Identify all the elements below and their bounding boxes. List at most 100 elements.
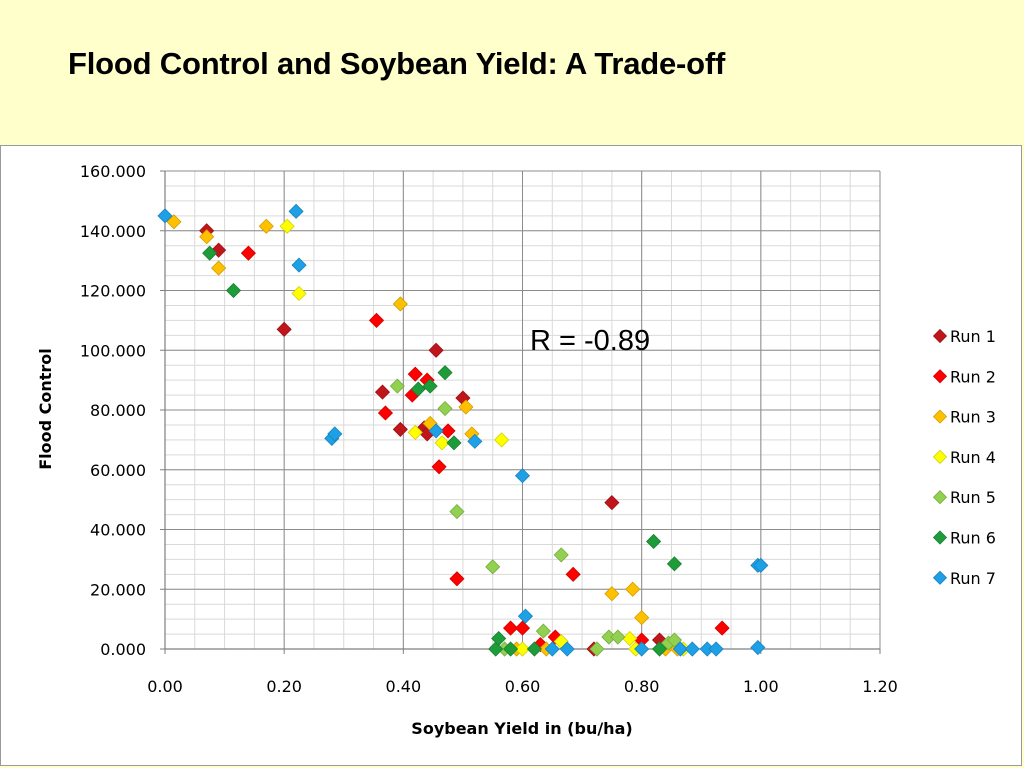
data-point: [449, 571, 465, 587]
data-point: [547, 629, 563, 645]
data-point: [437, 365, 453, 381]
data-point: [753, 557, 769, 573]
data-point: [750, 639, 766, 656]
data-point: [604, 586, 620, 602]
legend-item: Run 5: [932, 488, 996, 507]
data-point: [535, 623, 551, 639]
legend-label: Run 6: [950, 529, 996, 548]
data-point: [428, 423, 444, 439]
data-point: [565, 566, 581, 582]
data-point: [446, 435, 462, 451]
data-point: [291, 257, 307, 273]
data-point: [368, 312, 385, 328]
axes: 0.00 0.20 0.40 0.60 0.80 1.00 1.20 0.000 20.000 4…: [80, 162, 898, 696]
data-point: [410, 381, 426, 397]
legend-marker: [932, 530, 948, 545]
x-tick-label: 0.40: [386, 677, 422, 696]
y-tick-label: 60.000: [90, 461, 146, 480]
series-2: [240, 245, 730, 653]
legend-label: Run 4: [950, 448, 996, 467]
x-tick-label: 0.80: [624, 677, 660, 696]
grid: [164, 170, 881, 650]
scatter-chart: 0.00 0.20 0.40 0.60 0.80 1.00 1.20 0.000 20.000 4…: [36, 162, 996, 738]
data-point: [377, 405, 394, 421]
data-point: [407, 424, 423, 440]
legend-label: Run 1: [950, 327, 996, 346]
legend-label: Run 3: [950, 408, 996, 427]
data-point: [503, 641, 519, 657]
data-point: [211, 242, 227, 258]
data-point: [491, 630, 507, 647]
data-point: [666, 556, 683, 572]
data-point: [610, 629, 626, 645]
x-tick-label: 1.20: [862, 677, 898, 696]
legend: Run 1 Run 2 Run 3 Run 4 Run 5 Run 6 Run 7: [932, 327, 996, 588]
data-point: [225, 282, 242, 299]
data-point: [392, 296, 408, 312]
data-point: [258, 218, 274, 234]
data-points: [157, 203, 769, 657]
legend-item: Run 1: [932, 327, 996, 346]
data-point: [327, 426, 343, 442]
data-point: [625, 581, 641, 597]
y-tick-label: 20.000: [90, 580, 146, 599]
data-point: [526, 641, 542, 657]
x-tick-label: 1.00: [743, 677, 779, 696]
correlation-annotation: R = -0.89: [530, 325, 650, 357]
data-point: [503, 620, 519, 636]
data-point: [437, 400, 453, 417]
series-6: [202, 245, 683, 657]
data-point: [604, 495, 620, 511]
slide-title: Flood Control and Soybean Yield: A Trade…: [68, 46, 726, 81]
legend-item: Run 2: [932, 367, 996, 386]
y-tick-label: 140.000: [80, 222, 146, 241]
data-point: [622, 630, 638, 647]
data-point: [211, 260, 227, 276]
y-tick-label: 40.000: [90, 521, 146, 540]
legend-label: Run 2: [950, 367, 996, 386]
data-point: [488, 641, 504, 657]
series-5: [389, 378, 683, 657]
data-point: [389, 378, 405, 394]
data-point: [440, 423, 456, 439]
y-axis-title: Flood Control: [36, 348, 55, 470]
legend-label: Run 5: [950, 488, 996, 507]
data-point: [199, 229, 215, 245]
data-point: [166, 214, 182, 230]
data-point: [634, 641, 650, 657]
data-point: [240, 245, 256, 261]
data-point: [494, 432, 510, 448]
x-axis-title: Soybean Yield in (bu/ha): [411, 719, 632, 738]
data-point: [434, 435, 450, 451]
legend-marker: [932, 369, 948, 384]
data-point: [202, 245, 218, 261]
chart-area: 0.00 0.20 0.40 0.60 0.80 1.00 1.20 0.000 20.000 4…: [0, 145, 1022, 766]
y-tick-label: 80.000: [90, 401, 146, 420]
data-point: [514, 641, 531, 657]
data-point: [276, 321, 292, 337]
legend-marker: [932, 570, 948, 585]
data-point: [514, 468, 531, 484]
data-point: [708, 641, 724, 657]
data-point: [467, 433, 483, 449]
legend-marker: [932, 409, 948, 424]
data-point: [684, 641, 700, 657]
data-point: [288, 203, 304, 219]
legend-marker: [932, 490, 948, 505]
data-point: [553, 547, 569, 563]
data-point: [485, 559, 501, 575]
data-point: [559, 641, 575, 657]
data-point: [392, 421, 408, 437]
x-tick-label: 0.60: [505, 677, 541, 696]
data-point: [646, 533, 662, 550]
data-point: [449, 504, 465, 520]
data-point: [672, 641, 688, 657]
data-point: [589, 641, 605, 657]
data-point: [374, 384, 391, 400]
data-point: [532, 636, 548, 653]
legend-item: Run 6: [932, 529, 996, 548]
y-tick-label: 0.000: [100, 640, 146, 659]
data-point: [666, 632, 683, 648]
x-tick-label: 0.20: [266, 677, 302, 696]
data-point: [279, 218, 295, 234]
